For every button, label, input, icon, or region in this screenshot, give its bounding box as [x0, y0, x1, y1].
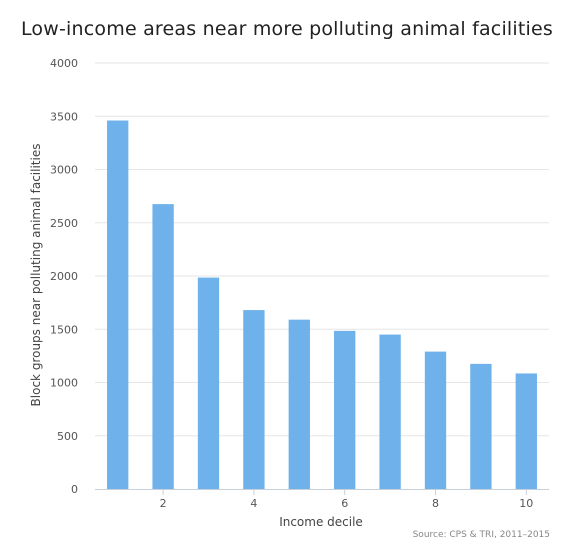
- grid-lines: [95, 62, 549, 437]
- bar: [334, 330, 356, 489]
- x-tick-label: 8: [432, 497, 439, 510]
- y-tick-label: 3000: [50, 164, 78, 177]
- y-tick-label: 1000: [50, 377, 78, 390]
- axes: 0 500 1000 1500 2000 2500 3000 3500 4000 2 4 6 8 10: [50, 57, 549, 510]
- y-axis-title: Block groups near polluting animal facil…: [29, 144, 43, 407]
- y-tick-label: 3500: [50, 110, 78, 123]
- bars: [107, 120, 537, 490]
- y-tick-label: 2000: [50, 270, 78, 283]
- bar: [470, 363, 492, 489]
- y-tick-label: 1500: [50, 323, 78, 336]
- bar: [424, 351, 447, 489]
- bar: [152, 204, 174, 490]
- y-tick-label: 0: [71, 483, 78, 496]
- y-tick-label: 500: [57, 430, 78, 443]
- bar: [288, 319, 310, 489]
- source-credit: Source: CPS & TRI, 2011–2015: [413, 530, 550, 540]
- x-tick-label: 4: [250, 497, 257, 510]
- x-tick-label: 10: [519, 497, 533, 510]
- bar: [243, 310, 265, 489]
- x-axis-title: Income decile: [279, 515, 363, 529]
- bar: [197, 277, 220, 489]
- x-tick-label: 6: [341, 497, 348, 510]
- x-tick-label: 2: [160, 497, 167, 510]
- bar: [107, 120, 129, 489]
- bar: [515, 373, 537, 489]
- y-tick-label: 2500: [50, 217, 78, 230]
- bar: [379, 334, 401, 489]
- chart-title: Low-income areas near more polluting ani…: [20, 18, 553, 40]
- y-tick-label: 4000: [50, 57, 78, 70]
